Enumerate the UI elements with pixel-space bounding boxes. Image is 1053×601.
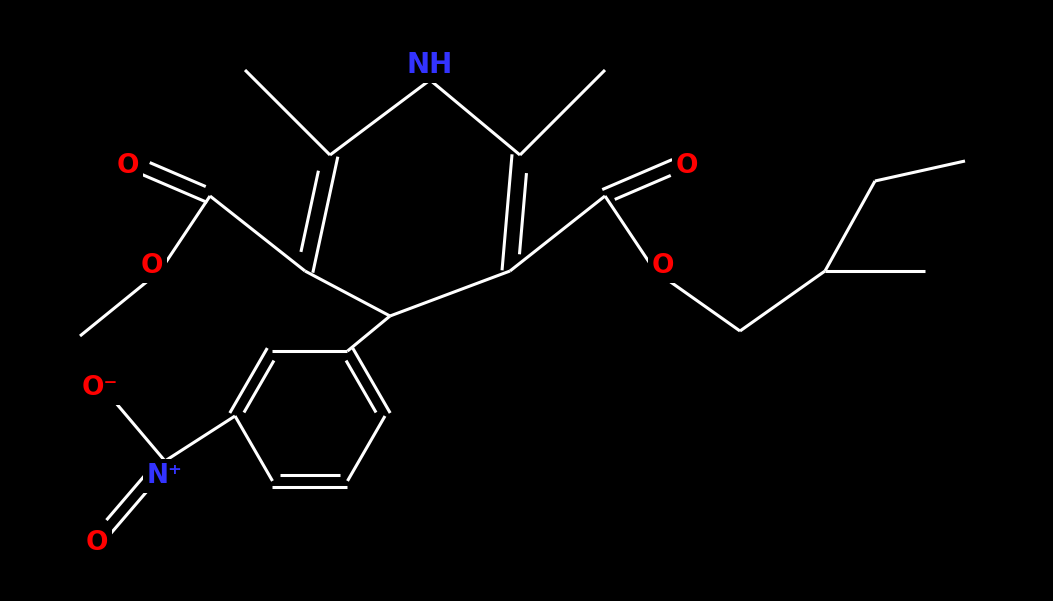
Text: O: O (117, 153, 139, 179)
Text: NH: NH (406, 51, 453, 79)
Text: O: O (85, 530, 108, 556)
Text: O: O (652, 253, 674, 279)
Text: O: O (676, 153, 698, 179)
Text: O⁻: O⁻ (82, 375, 118, 401)
Text: N⁺: N⁺ (147, 463, 183, 489)
Text: O: O (141, 253, 163, 279)
